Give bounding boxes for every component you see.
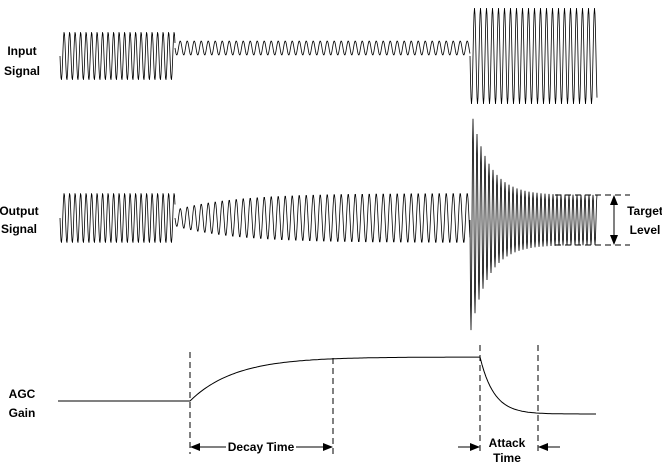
attack-label: Attack [489, 436, 526, 450]
input-wave [469, 7, 598, 105]
output-label: Output [0, 204, 39, 218]
input-label: Input [7, 44, 36, 58]
input-wave [59, 32, 176, 80]
agc-label: Gain [9, 406, 36, 420]
input-wave [174, 40, 471, 56]
decay-label: Decay Time [228, 440, 295, 454]
output-wave [59, 193, 176, 243]
output-wave [469, 118, 598, 331]
output-wave [174, 193, 471, 243]
agc-label: AGC [9, 387, 36, 401]
attack-label: Time [493, 451, 521, 464]
target-label: Target [627, 204, 662, 218]
target-label: Level [630, 223, 661, 237]
waveforms [58, 7, 598, 415]
agc-gain-curve [58, 356, 596, 415]
output-label: Signal [1, 222, 37, 236]
input-label: Signal [4, 64, 40, 78]
